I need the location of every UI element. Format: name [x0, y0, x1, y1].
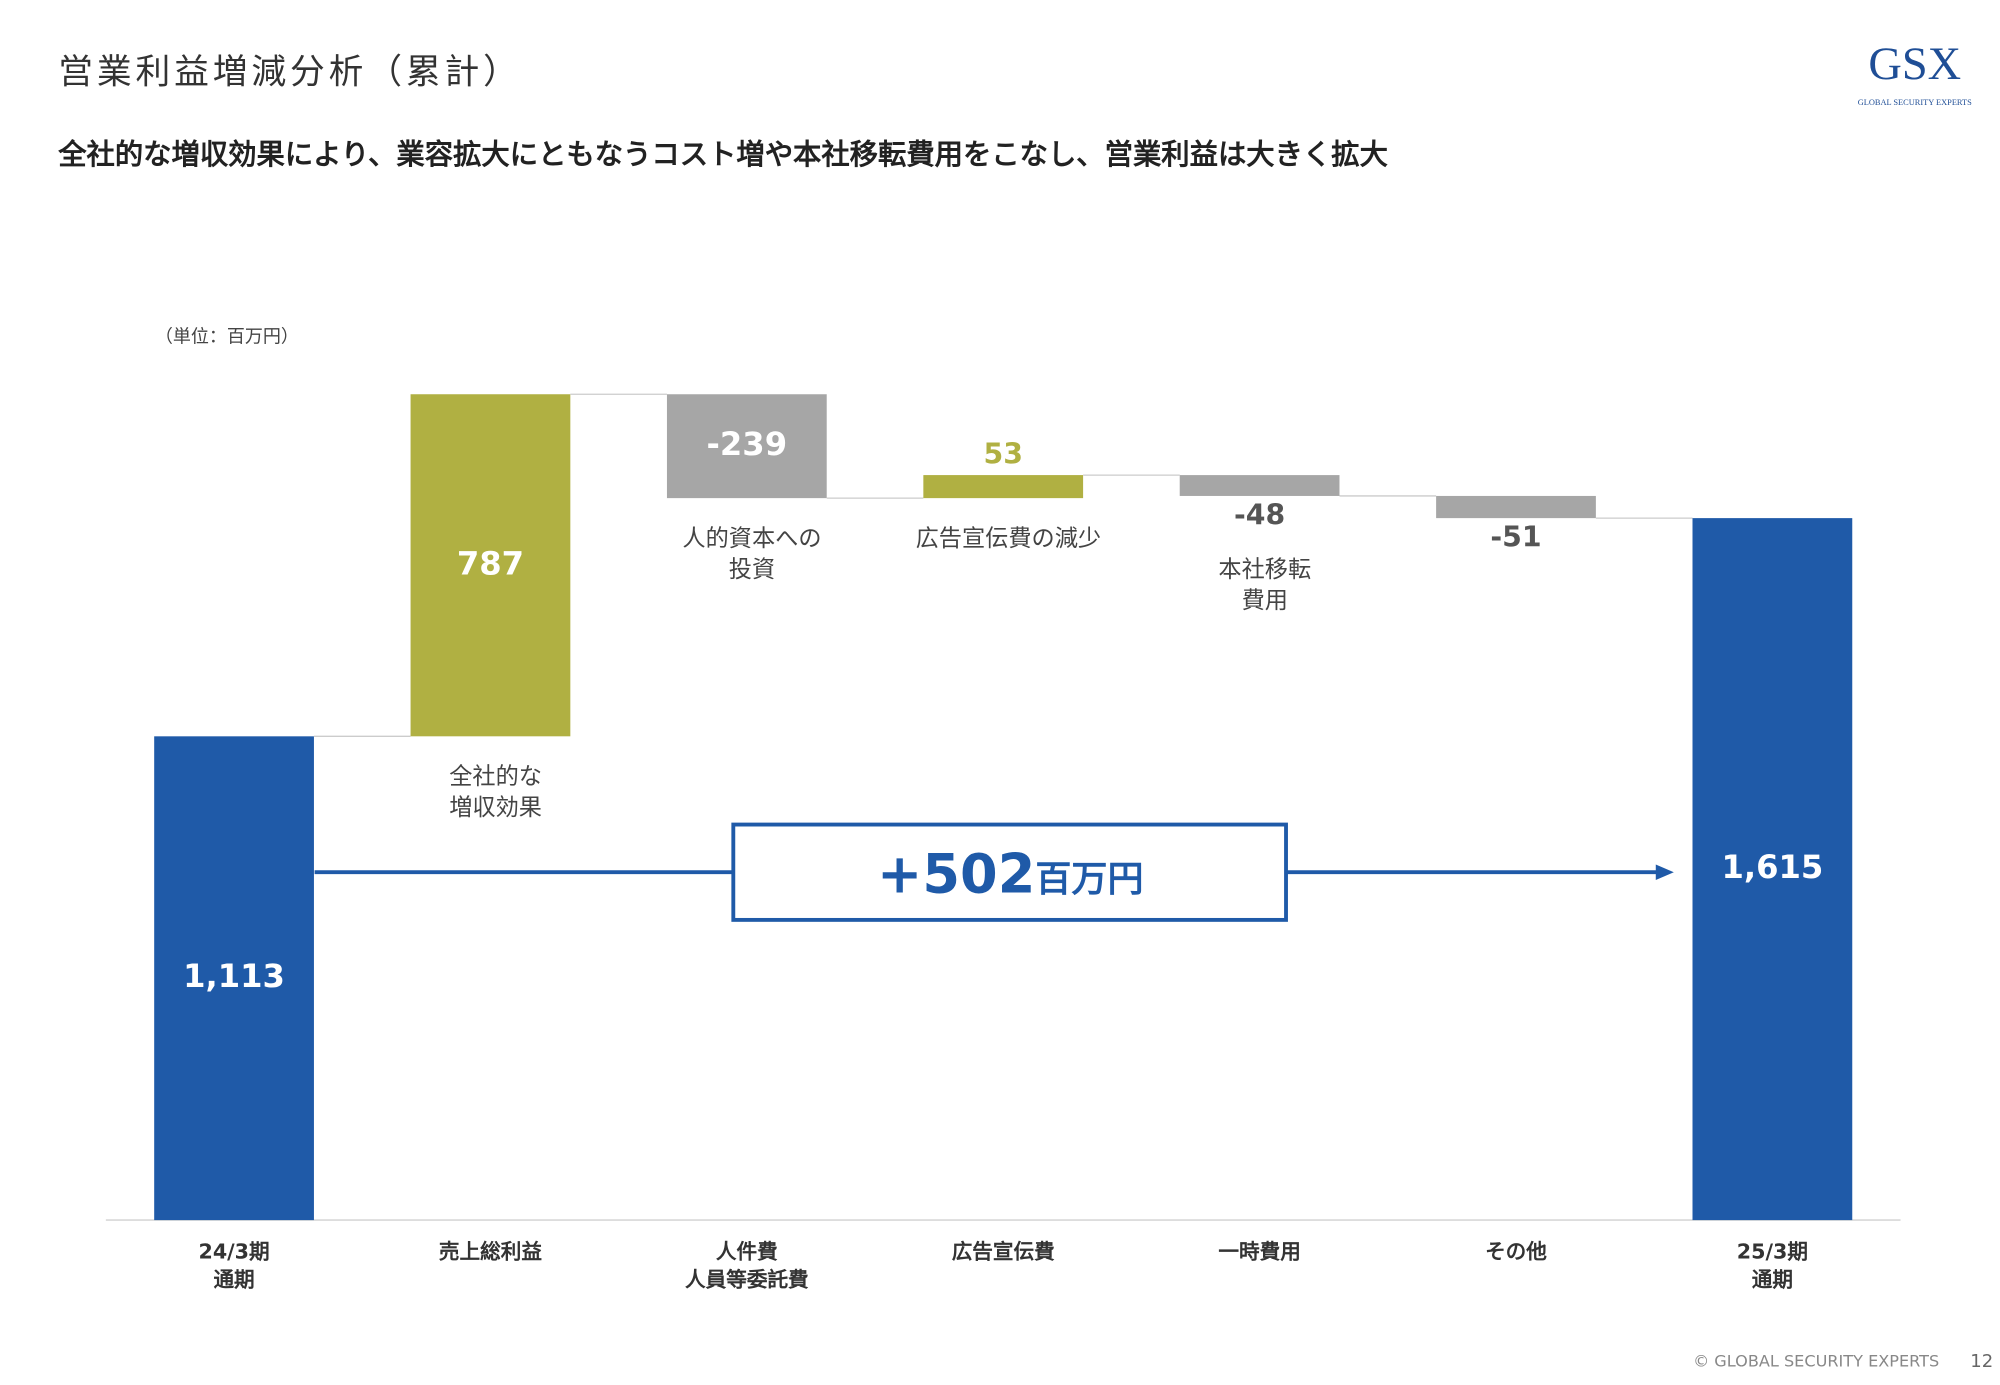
note-label: 増収効果: [449, 794, 542, 821]
note-label: 投資: [729, 556, 775, 583]
bar: [923, 475, 1084, 499]
bar: [1436, 495, 1596, 519]
value-label: -48: [1234, 499, 1285, 532]
bar: [1692, 518, 1853, 1221]
logo: GSX: [1868, 39, 1961, 90]
x-tick-label: 人件費: [716, 1239, 778, 1263]
bar: [410, 394, 571, 737]
value-label: 1,615: [1721, 848, 1823, 886]
bar: [666, 394, 827, 499]
x-tick-label: 通期: [213, 1268, 254, 1292]
x-tick-label: 25/3期: [1737, 1239, 1808, 1263]
note-label: 広告宣伝費の減少: [916, 525, 1102, 552]
annotation-value: +502: [877, 842, 1035, 905]
x-tick-label: 24/3期: [198, 1239, 269, 1263]
x-tick-label: 通期: [1752, 1268, 1793, 1292]
annotation-box: [731, 822, 1288, 922]
footer: © GLOBAL SECURITY EXPERTS: [1693, 1351, 1939, 1370]
unit-label: （単位：百万円）: [155, 327, 299, 348]
annotation: +502百万円: [877, 842, 1143, 905]
note-label: 全社的な: [449, 763, 542, 790]
value-label: -239: [707, 425, 788, 463]
arrow-head: [1655, 864, 1674, 880]
slide-subtitle: 全社的な増収効果により、業容拡大にともなうコスト増や本社移転費用をこなし、営業利…: [57, 138, 1388, 171]
bar: [154, 736, 314, 1221]
note-label: 本社移転: [1218, 556, 1311, 583]
value-label: 53: [984, 438, 1023, 471]
x-tick-label: 人員等委託費: [685, 1268, 809, 1292]
value-label: -51: [1490, 521, 1541, 554]
logo-tagline: GLOBAL SECURITY EXPERTS: [1858, 98, 1972, 107]
value-label: 787: [457, 544, 524, 582]
page-number: 12: [1970, 1351, 1993, 1372]
x-tick-label: 売上総利益: [439, 1239, 542, 1263]
x-tick-label: その他: [1485, 1239, 1547, 1263]
note-label: 費用: [1242, 587, 1288, 614]
bar: [1179, 475, 1340, 496]
x-tick-label: 一時費用: [1218, 1239, 1300, 1263]
x-tick-label: 広告宣伝費: [952, 1239, 1055, 1263]
annotation-unit: 百万円: [1035, 858, 1143, 900]
slide-title: 営業利益増減分析（累計）: [58, 52, 522, 92]
note-label: 人的資本への: [682, 525, 821, 552]
value-label: 1,113: [183, 957, 285, 995]
